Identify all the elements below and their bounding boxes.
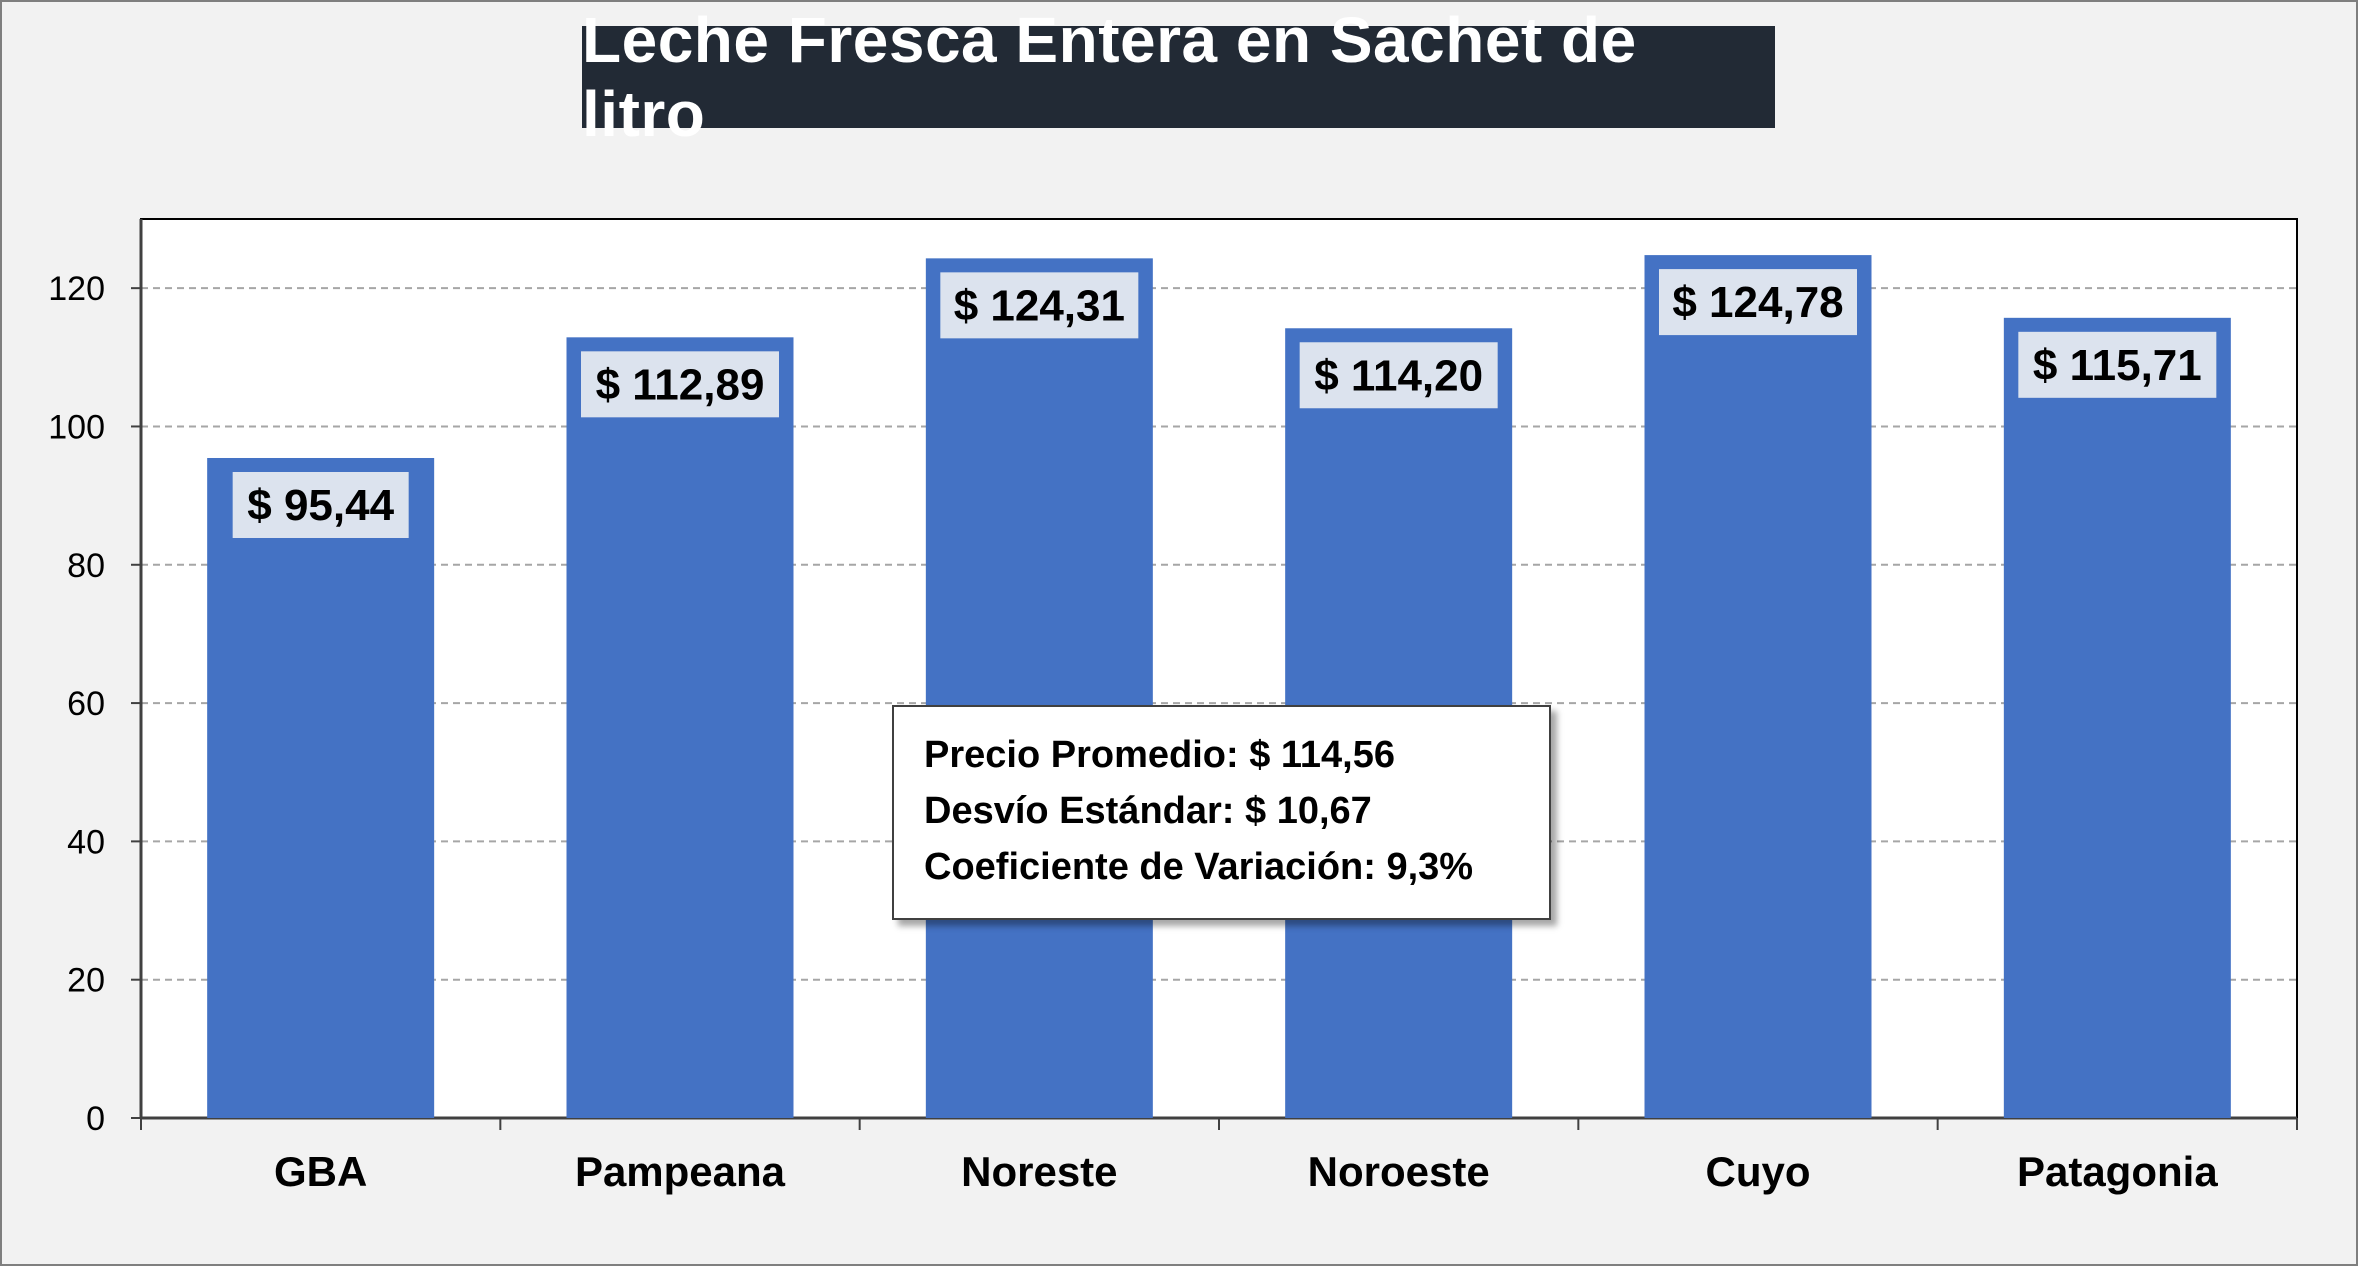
bar-cuyo: [1644, 255, 1872, 1118]
chart-title: Leche Fresca Entera en Sachet de litro: [582, 4, 1775, 150]
x-category-label: Noreste: [961, 1148, 1117, 1195]
data-label: $ 124,78: [1672, 278, 1843, 327]
data-label-bg: [1659, 269, 1857, 336]
bar-noreste: [925, 258, 1153, 1119]
plot-area: [140, 218, 2298, 1119]
statistics-box: Precio Promedio: $ 114,56 Desvío Estánda…: [892, 705, 1551, 920]
data-label: $ 112,89: [596, 360, 765, 409]
x-category-label: Patagonia: [2017, 1148, 2218, 1195]
data-label: $ 114,20: [1314, 351, 1483, 400]
standard-deviation-text: Desvío Estándar: $ 10,67: [924, 790, 1372, 832]
data-label-bg: [2018, 331, 2217, 398]
coefficient-of-variation-text: Coeficiente de Variación: 9,3%: [924, 846, 1474, 888]
y-tick-label: 120: [48, 270, 105, 308]
y-tick-label: 20: [67, 962, 105, 1000]
data-label-bg: [232, 471, 409, 538]
data-label: $ 95,44: [247, 481, 394, 530]
x-category-label: Pampeana: [575, 1148, 786, 1195]
y-tick-label: 40: [67, 823, 105, 861]
data-label: $ 124,31: [954, 281, 1125, 330]
data-label-bg: [1299, 342, 1498, 409]
y-tick-label: 100: [48, 408, 105, 446]
x-category-label: Cuyo: [1706, 1148, 1811, 1195]
bar-gba: [207, 457, 435, 1118]
y-tick-label: 60: [67, 685, 105, 723]
x-category-label: Noroeste: [1308, 1148, 1490, 1195]
data-label-bg: [940, 272, 1139, 339]
x-category-label: GBA: [274, 1148, 367, 1195]
data-label: $ 115,71: [2033, 341, 2202, 390]
bar-patagonia: [2003, 317, 2231, 1119]
average-price-text: Precio Promedio: $ 114,56: [924, 734, 1396, 776]
bar-pampeana: [566, 337, 794, 1118]
data-label-bg: [581, 351, 779, 418]
y-tick-label: 80: [67, 547, 105, 585]
y-tick-label: 0: [86, 1100, 105, 1138]
